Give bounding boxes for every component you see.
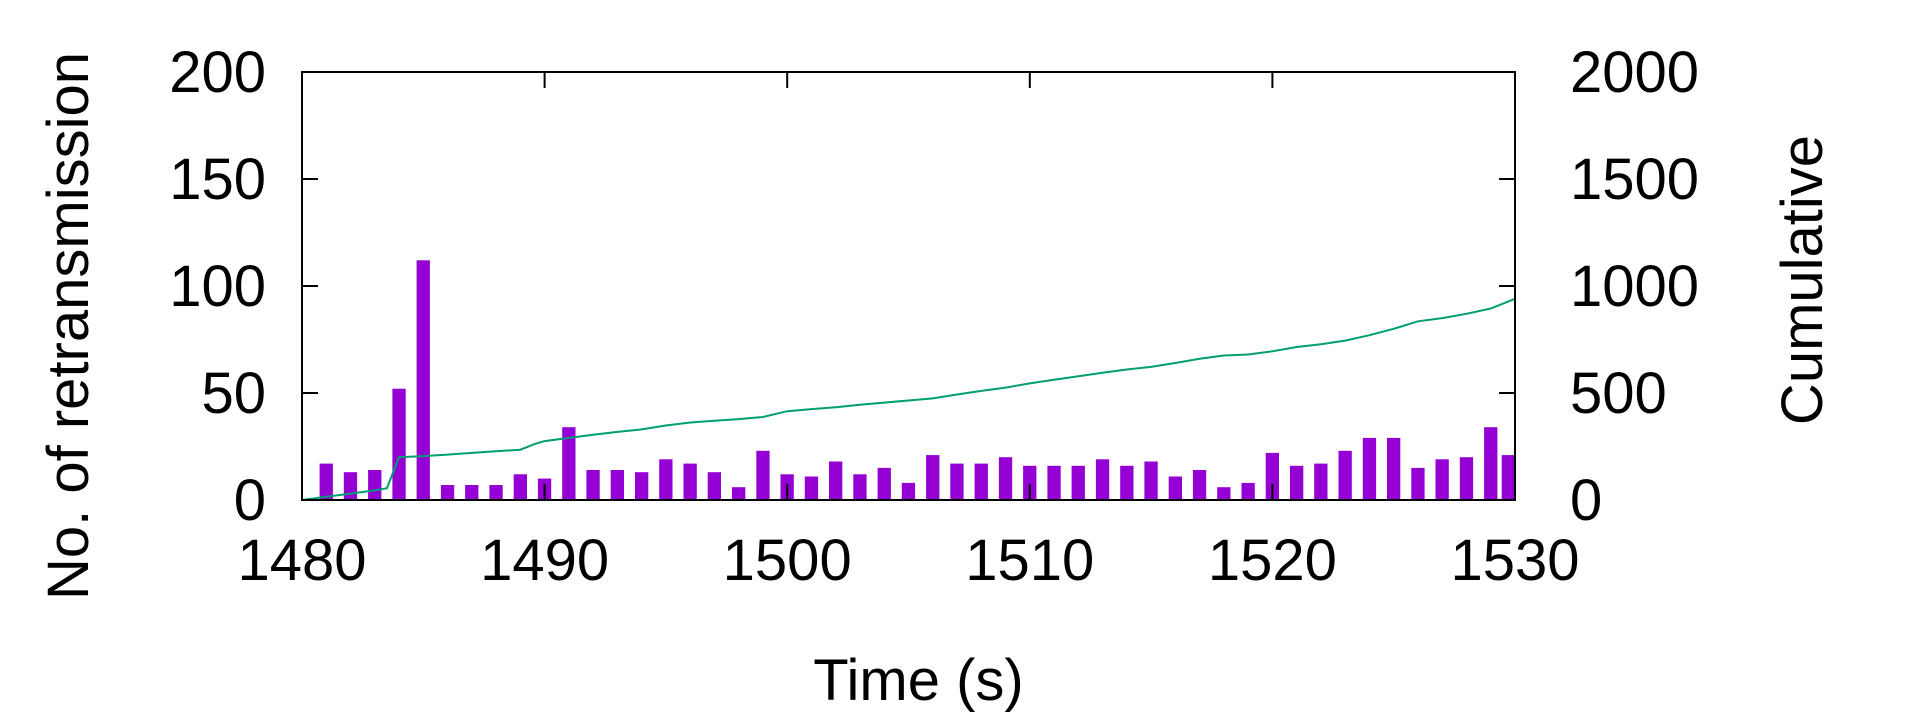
bar: [659, 459, 673, 500]
bar: [950, 463, 964, 500]
bar: [853, 474, 867, 500]
bar: [1411, 467, 1425, 500]
bar: [707, 472, 721, 500]
bar: [1484, 427, 1498, 500]
plot-frame: [301, 71, 1516, 501]
bar: [1265, 452, 1279, 500]
bar: [1435, 459, 1449, 500]
y2-tick-label: 2000: [1570, 40, 1699, 105]
bar: [998, 457, 1013, 500]
bar: [1501, 455, 1515, 500]
bar: [440, 485, 455, 500]
bar: [1120, 465, 1134, 500]
bar: [1290, 465, 1304, 500]
bar: [1047, 465, 1061, 500]
bar: [610, 470, 624, 500]
bar: [392, 388, 406, 500]
bar: [343, 472, 358, 500]
bar: [1144, 461, 1158, 500]
bar: [416, 260, 430, 500]
bar: [926, 455, 940, 500]
y2-axis-label: Cumulative: [1770, 135, 1835, 425]
bar: [732, 487, 746, 500]
bar: [901, 482, 916, 500]
bar: [319, 463, 333, 500]
bar: [756, 450, 770, 500]
x-tick-label: 1510: [965, 528, 1094, 593]
bar: [829, 461, 843, 500]
bar: [804, 476, 819, 500]
bar: [877, 467, 891, 500]
y2-tick-label: 500: [1570, 361, 1667, 426]
plot-marks: [301, 260, 1516, 501]
bar: [1362, 437, 1377, 500]
bar: [1217, 487, 1231, 500]
bar: [1459, 457, 1474, 500]
y2-tick-label: 1000: [1570, 254, 1699, 319]
cumulative-line: [301, 297, 1516, 501]
bar: [1241, 482, 1255, 500]
y-tick-label: 50: [201, 361, 266, 426]
y2-tick-label: 0: [1570, 468, 1602, 533]
bar: [1387, 437, 1401, 500]
bar: [1192, 470, 1207, 500]
bar: [1314, 463, 1328, 500]
bar: [1095, 459, 1110, 500]
bar: [1071, 465, 1085, 500]
x-tick-label: 1480: [237, 528, 366, 593]
y-tick-label: 200: [169, 40, 266, 105]
x-tick-label: 1530: [1450, 528, 1579, 593]
y-tick-label: 100: [169, 254, 266, 319]
bar: [513, 474, 527, 500]
bar: [368, 470, 382, 500]
x-tick-label: 1500: [723, 528, 852, 593]
bar: [683, 463, 697, 500]
y-tick-label: 0: [234, 468, 266, 533]
bar: [465, 485, 479, 500]
x-tick-label: 1520: [1208, 528, 1337, 593]
bar: [1023, 465, 1037, 500]
axis-ticks: 1480 1490 1500 1510 1520 15300501001502000500…: [169, 40, 1699, 593]
y-tick-label: 150: [169, 147, 266, 212]
bar: [1338, 450, 1352, 500]
bar: [489, 485, 503, 500]
bar: [974, 463, 988, 500]
y2-tick-label: 1500: [1570, 147, 1699, 212]
x-tick-label: 1490: [480, 528, 609, 593]
bar: [562, 427, 576, 500]
y-axis-label: No. of retransmission: [36, 52, 101, 600]
bar: [1168, 476, 1182, 500]
x-axis-label: Time (s): [813, 648, 1023, 713]
bar: [635, 472, 649, 500]
bar: [586, 470, 600, 500]
